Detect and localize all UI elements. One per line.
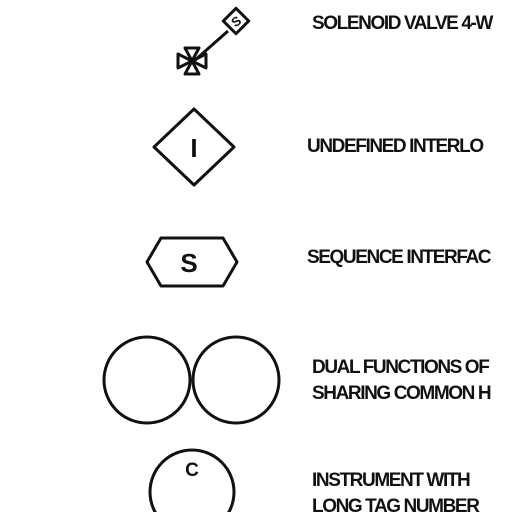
solenoid-valve-label: SOLENOID VALVE 4-W — [312, 11, 493, 37]
sequence-symbol: S — [145, 236, 239, 288]
solenoid-diamond — [221, 6, 251, 36]
dual-function-label: DUAL FUNCTIONS OF SHARING COMMON H — [312, 355, 492, 407]
long-tag-line-2: LONG TAG NUMBER — [312, 496, 480, 512]
interlock-text: UNDEFINED INTERLO — [307, 136, 484, 157]
dual-function-line-2: SHARING COMMON H — [312, 383, 492, 404]
long-tag-line-1: INSTRUMENT WITH — [312, 470, 471, 491]
solenoid-valve-symbol: S — [176, 6, 251, 76]
instrument-balloon — [148, 448, 236, 512]
left-balloon — [102, 335, 192, 425]
sequence-label: SEQUENCE INTERFAC — [307, 245, 492, 271]
interlock-diamond — [152, 107, 236, 187]
right-balloon — [191, 335, 281, 425]
sequence-text: SEQUENCE INTERFAC — [307, 247, 492, 268]
interlock-glyph: I — [190, 133, 197, 163]
interlock-symbol: I — [152, 107, 236, 187]
solenoid-valve-text: SOLENOID VALVE 4-W — [312, 13, 493, 34]
dual-function-symbol — [102, 335, 281, 425]
long-tag-instrument-symbol: C — [148, 448, 236, 512]
sequence-hexagon — [145, 236, 239, 288]
instrument-glyph: C — [185, 460, 199, 481]
interlock-label: UNDEFINED INTERLO — [307, 134, 484, 160]
four-way-valve-body — [176, 46, 208, 76]
sequence-glyph: S — [180, 248, 197, 278]
dual-function-line-1: DUAL FUNCTIONS OF — [312, 357, 490, 378]
long-tag-label: INSTRUMENT WITH LONG TAG NUMBER — [312, 468, 480, 512]
